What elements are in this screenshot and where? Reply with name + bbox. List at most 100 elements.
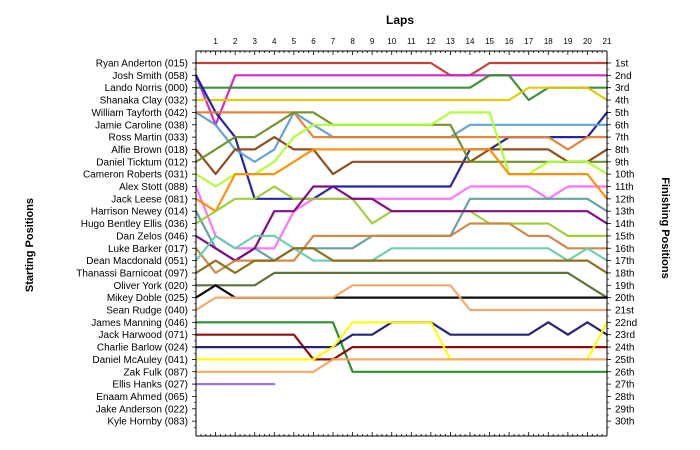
finishing-position-label: 1st <box>615 59 629 70</box>
starting-position-label: Ross Martin (033) <box>109 133 188 144</box>
driver-series-line <box>194 74 609 126</box>
lap-tick-label: 13 <box>446 37 455 46</box>
finishing-position-label: 10th <box>615 170 634 181</box>
lap-tick-label: 7 <box>331 37 336 46</box>
finishing-position-label: 16th <box>615 244 634 255</box>
starting-position-label: Daniel McAuley (041) <box>92 355 188 366</box>
driver-series-line <box>194 185 609 250</box>
starting-position-label: Jack Harwood (071) <box>99 330 188 341</box>
starting-position-label: Zak Fulk (087) <box>124 367 188 378</box>
finishing-position-label: 22nd <box>615 318 637 329</box>
driver-series-line <box>194 185 609 262</box>
finishing-position-label: 29th <box>615 404 634 415</box>
finishing-position-label: 15th <box>615 231 634 242</box>
finishing-position-label: 27th <box>615 380 634 391</box>
lap-tick-label: 18 <box>544 37 553 46</box>
driver-series-line <box>194 148 609 213</box>
lap-tick-label: 16 <box>505 37 514 46</box>
lap-tick-label: 1 <box>213 37 218 46</box>
finishing-position-label: 8th <box>615 145 629 156</box>
driver-series-line <box>194 284 609 299</box>
starting-position-label: James Manning (046) <box>91 318 188 329</box>
driver-series-line <box>194 284 609 312</box>
lap-tick-label: 15 <box>485 37 494 46</box>
starting-position-label: Lando Norris (000) <box>105 83 188 94</box>
starting-position-label: Jamie Caroline (038) <box>95 120 188 131</box>
finishing-position-label: 11th <box>615 182 634 193</box>
y-axis-label-left: Starting Positions <box>24 198 36 292</box>
starting-position-label: William Tayforth (042) <box>91 108 188 119</box>
finishing-position-label: 5th <box>615 108 629 119</box>
starting-position-label: Ryan Anderton (015) <box>96 59 188 70</box>
finishing-position-label: 28th <box>615 392 634 403</box>
finishing-position-label: 18th <box>615 268 634 279</box>
driver-series-line <box>194 358 609 373</box>
driver-series-line <box>194 271 609 299</box>
series-layer <box>194 61 609 386</box>
finishing-position-label: 7th <box>615 133 629 144</box>
finishing-position-label: 25th <box>615 355 634 366</box>
driver-series-line <box>194 321 609 361</box>
starting-position-label: Harrison Newey (014) <box>91 207 188 218</box>
finishing-position-label: 24th <box>615 343 634 354</box>
starting-position-label: Daniel Ticktum (012) <box>96 157 188 168</box>
finishing-position-label: 30th <box>615 417 634 428</box>
starting-position-label: Kyle Hornby (083) <box>107 417 188 428</box>
finishing-position-label: 14th <box>615 219 634 230</box>
driver-series-line <box>194 111 609 151</box>
lap-tick-label: 14 <box>466 37 475 46</box>
lap-tick-label: 8 <box>350 37 355 46</box>
starting-position-label: Enaam Ahmed (065) <box>96 392 188 403</box>
lap-tick-label: 6 <box>311 37 316 46</box>
starting-position-label: Sean Rudge (040) <box>106 306 188 317</box>
lap-tick-label: 17 <box>524 37 533 46</box>
finishing-position-label: 20th <box>615 293 634 304</box>
lap-tick-label: 5 <box>292 37 297 46</box>
starting-position-label: Mikey Doble (025) <box>107 293 188 304</box>
starting-position-label: Charlie Barlow (024) <box>97 343 188 354</box>
finishing-position-label: 2nd <box>615 71 632 82</box>
finishing-position-label: 3rd <box>615 83 629 94</box>
lap-tick-label: 9 <box>370 37 375 46</box>
driver-series-line <box>194 321 609 373</box>
driver-series-line <box>194 86 609 102</box>
driver-series-line <box>194 197 609 262</box>
starting-position-label: Josh Smith (058) <box>112 71 188 82</box>
starting-position-label: Cameron Roberts (031) <box>83 170 188 181</box>
starting-position-label: Hugo Bentley Ellis (036) <box>81 219 188 230</box>
driver-series-line <box>194 234 609 262</box>
starting-position-label: Dan Zelos (046) <box>116 231 188 242</box>
chart-title: Laps <box>386 13 414 27</box>
driver-series-line <box>194 74 609 102</box>
finishing-position-label: 21st <box>615 306 634 317</box>
finishing-position-label: 4th <box>615 96 629 107</box>
finishing-position-label: 17th <box>615 256 634 267</box>
starting-position-label: Thanassi Barnicoat (097) <box>76 268 188 279</box>
finishing-position-label: 13th <box>615 207 634 218</box>
lap-tick-label: 21 <box>603 37 612 46</box>
driver-series-line <box>194 247 609 274</box>
starting-position-label: Jack Leese (081) <box>111 194 188 205</box>
starting-position-label: Oliver York (020) <box>114 281 188 292</box>
lap-tick-label: 11 <box>407 37 416 46</box>
driver-series-line <box>194 136 609 176</box>
starting-position-label: Alex Stott (088) <box>119 182 188 193</box>
lap-tick-label: 20 <box>583 37 592 46</box>
axis-layer <box>192 50 611 437</box>
starting-position-label: Dean Macdonald (051) <box>86 256 188 267</box>
finishing-position-label: 26th <box>615 367 634 378</box>
starting-position-label: Shanaka Clay (032) <box>100 96 188 107</box>
lap-tick-label: 2 <box>233 37 238 46</box>
finishing-position-label: 9th <box>615 157 629 168</box>
starting-position-label: Luke Barker (017) <box>108 244 188 255</box>
lap-tick-label: 3 <box>252 37 257 46</box>
driver-series-line <box>194 61 609 77</box>
lap-tick-label: 4 <box>272 37 277 46</box>
finishing-position-label: 23rd <box>615 330 635 341</box>
finishing-position-label: 19th <box>615 281 634 292</box>
lap-tick-label: 19 <box>563 37 572 46</box>
finishing-position-label: 6th <box>615 120 629 131</box>
